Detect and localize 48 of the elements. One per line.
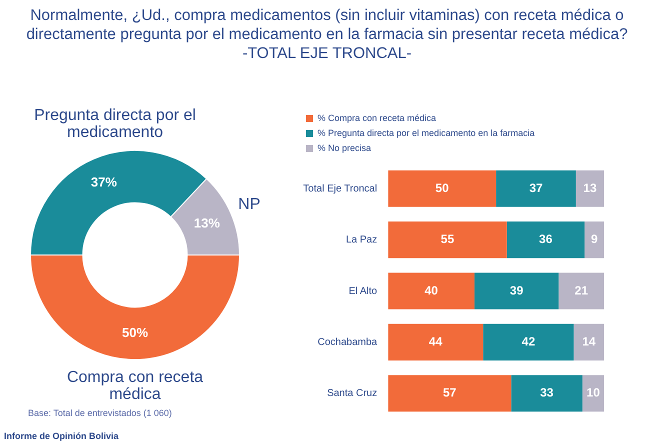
data-label: 42 (522, 334, 536, 349)
legend-label: % Compra con receta médica (318, 112, 436, 123)
bar (483, 324, 574, 360)
data-label: 13 (583, 180, 597, 195)
bar (388, 222, 507, 258)
bar (582, 375, 604, 412)
y-tick-label: La Paz (346, 234, 378, 246)
text: Base: Total de entrevistados (1 060) (28, 408, 172, 418)
bar (388, 324, 484, 360)
bar (388, 375, 512, 412)
data-label: 50% (122, 324, 148, 340)
data-label: 21 (574, 283, 588, 298)
data-label: 44 (428, 334, 443, 349)
bar (388, 170, 496, 207)
text: -TOTAL EJE TRONCAL- (241, 44, 413, 63)
y-tick-label: Cochabamba (318, 336, 378, 348)
data-label: 37 (529, 180, 543, 195)
slice-label: Compra con receta médica (66, 368, 204, 403)
data-label: 14 (582, 334, 596, 349)
bar (574, 324, 604, 360)
bar (511, 375, 582, 412)
data-label: 13% (194, 215, 220, 230)
slice-label: NP (238, 196, 260, 214)
bar (474, 272, 559, 310)
text: Normalmente, ¿Ud., compra medicamentos (sin incluir vitaminas) con receta médica o directamente pregunta por el medicamento en la farmacia sin presentar receta médica? (25, 6, 629, 44)
data-label: 33 (540, 386, 554, 400)
slice-label: Pregunta directa por el medicamento (34, 106, 196, 141)
data-label: 50 (435, 180, 450, 195)
bar (388, 272, 474, 310)
data-label: 55 (440, 232, 454, 246)
bar (576, 170, 604, 207)
bar (506, 222, 585, 258)
bar (584, 222, 604, 258)
bar (496, 170, 576, 207)
data-label: 57 (442, 386, 457, 400)
data-label: 9 (590, 232, 598, 246)
data-label: 37% (90, 174, 118, 190)
y-tick-label: Santa Cruz (327, 388, 378, 400)
data-label: 36 (539, 232, 553, 246)
text: Informe de Opinión Bolivia (4, 431, 119, 441)
y-tick-label: Total Eje Troncal (303, 183, 378, 194)
data-label: 40 (424, 283, 438, 298)
data-label: 39 (510, 283, 524, 298)
y-tick-label: El Alto (348, 286, 378, 297)
legend-label: % Pregunta directa por el medicamento en la farmacia (318, 128, 535, 138)
data-label: 10 (586, 386, 600, 400)
bar (558, 272, 604, 310)
legend-label: % No precisa (318, 142, 372, 153)
